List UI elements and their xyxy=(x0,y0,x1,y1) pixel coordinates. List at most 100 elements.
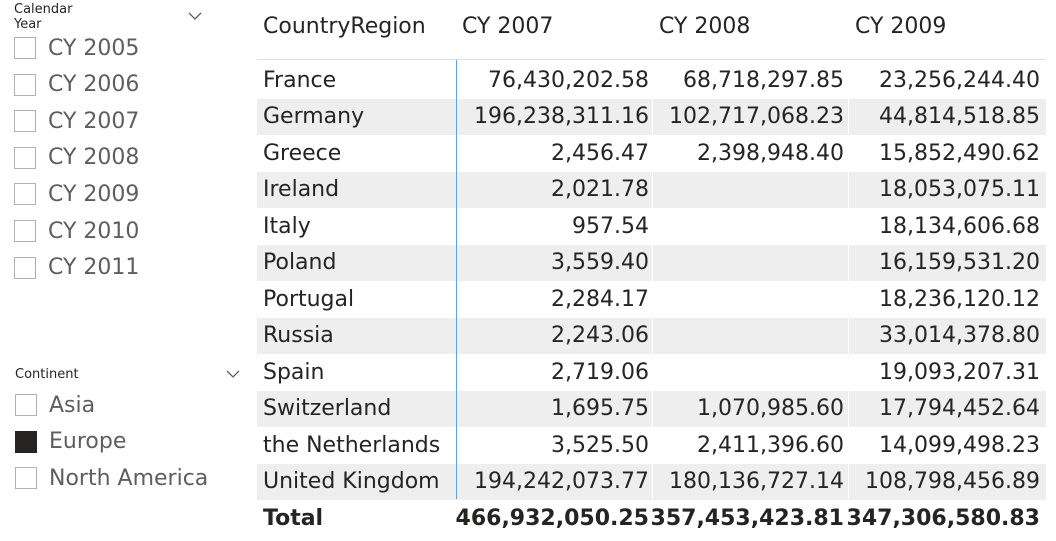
table-row: United Kingdom 194,242,073.77 180,136,727.… xyxy=(257,463,1046,500)
cell-cy2009: 18,236,120.12 xyxy=(879,286,1040,312)
row-header-country[interactable]: Greece xyxy=(263,140,342,166)
year-item[interactable]: CY 2007 xyxy=(14,106,139,136)
cell-cy2008 xyxy=(651,354,844,390)
year-item-label: CY 2009 xyxy=(48,181,140,207)
cell-cy2007: 2,284.17 xyxy=(551,286,649,312)
table-row: Greece 2,456.47 2,398,948.40 15,852,490.62 xyxy=(257,135,1046,171)
row-header-country[interactable]: Italy xyxy=(263,213,311,239)
cell-cy2007: 2,021.78 xyxy=(551,177,649,202)
cell-cy2008 xyxy=(651,281,844,317)
cell-cy2009: 18,053,075.11 xyxy=(879,177,1040,202)
column-header-cy2009[interactable]: CY 2009 xyxy=(855,13,947,39)
column-divider xyxy=(652,60,653,499)
cell-cy2009: 15,852,490.62 xyxy=(879,140,1040,166)
row-header-country[interactable]: the Netherlands xyxy=(263,432,441,458)
cell-cy2009: 108,798,456.89 xyxy=(865,469,1040,494)
cell-cy2008: 2,411,396.60 xyxy=(697,432,844,458)
continent-item-label: Europe xyxy=(49,429,127,455)
total-row: Total 466,932,050.25 357,453,423.81 347,… xyxy=(257,500,1046,536)
column-header-country[interactable]: CountryRegion xyxy=(263,13,426,39)
cell-cy2007: 2,456.47 xyxy=(551,140,649,166)
year-item-label: CY 2011 xyxy=(48,255,140,281)
year-item[interactable]: CY 2008 xyxy=(14,143,139,173)
chevron-down-icon[interactable] xyxy=(225,366,241,382)
table-row: Portugal 2,284.17 18,236,120.12 xyxy=(257,281,1046,317)
table-row: Switzerland 1,695.75 1,070,985.60 17,794,45… xyxy=(257,390,1046,427)
cell-cy2009: 23,256,244.40 xyxy=(879,67,1040,93)
checkbox-checked[interactable] xyxy=(15,430,37,453)
column-header-cy2008[interactable]: CY 2008 xyxy=(659,13,751,39)
cell-cy2009: 19,093,207.31 xyxy=(879,359,1040,385)
cell-cy2009: 44,814,518.85 xyxy=(879,104,1040,129)
table-row: the Netherlands 3,525.50 2,411,396.60 14,09… xyxy=(257,427,1046,463)
cell-cy2008 xyxy=(651,245,844,281)
row-header-country[interactable]: Portugal xyxy=(263,286,355,312)
cell-cy2008: 180,136,727.14 xyxy=(669,469,844,494)
column-header-cy2007[interactable]: CY 2007 xyxy=(462,13,554,39)
row-header-country[interactable]: Ireland xyxy=(263,177,340,202)
table-row: Germany 196,238,311.16 102,717,068.23 44,81… xyxy=(257,98,1046,135)
table-row: Russia 2,243.06 33,014,378.80 xyxy=(257,317,1046,354)
year-item[interactable]: CY 2006 xyxy=(14,70,139,100)
checkbox[interactable] xyxy=(14,37,36,59)
table-row: France 76,430,202.58 68,718,297.85 23,256,2… xyxy=(257,62,1046,98)
row-header-country[interactable]: United Kingdom xyxy=(263,469,440,494)
cell-cy2009: 14,099,498.23 xyxy=(879,432,1040,458)
cell-cy2008: 1,070,985.60 xyxy=(697,396,844,421)
cell-cy2007: 2,243.06 xyxy=(551,323,649,348)
total-label: Total xyxy=(263,505,324,531)
year-item[interactable]: CY 2009 xyxy=(14,179,139,209)
row-header-country[interactable]: Germany xyxy=(263,104,365,129)
table-row: Ireland 2,021.78 18,053,075.11 xyxy=(257,171,1046,208)
cell-cy2008: 68,718,297.85 xyxy=(683,67,844,93)
cell-cy2007: 1,695.75 xyxy=(551,396,649,421)
checkbox[interactable] xyxy=(14,110,36,133)
row-header-country[interactable]: Russia xyxy=(263,323,334,348)
cell-cy2009: 33,014,378.80 xyxy=(879,323,1040,348)
sales-matrix: CountryRegion CY 2007 CY 2008 CY 2009 Fr… xyxy=(257,0,1046,541)
cell-cy2008 xyxy=(651,172,844,208)
checkbox[interactable] xyxy=(15,394,37,416)
total-cy2009: 347,306,580.83 xyxy=(846,505,1040,531)
continent-item[interactable]: North America xyxy=(15,463,208,493)
cell-cy2007: 76,430,202.58 xyxy=(488,67,649,93)
checkbox[interactable] xyxy=(14,220,36,242)
cell-cy2007: 3,559.40 xyxy=(551,250,649,275)
year-item-label: CY 2005 xyxy=(48,35,140,61)
row-header-country[interactable]: Spain xyxy=(263,359,325,385)
continent-slicer-title: Continent xyxy=(15,366,79,382)
year-item[interactable]: CY 2011 xyxy=(14,253,139,283)
checkbox[interactable] xyxy=(14,183,36,206)
cell-cy2009: 17,794,452.64 xyxy=(879,396,1040,421)
cell-cy2009: 16,159,531.20 xyxy=(879,250,1040,275)
cell-cy2008: 2,398,948.40 xyxy=(697,140,844,166)
year-item-label: CY 2007 xyxy=(48,108,140,134)
row-header-country[interactable]: France xyxy=(263,67,337,93)
checkbox[interactable] xyxy=(14,73,36,96)
year-item-label: CY 2008 xyxy=(48,145,140,171)
row-header-divider xyxy=(456,60,457,499)
cell-cy2007: 3,525.50 xyxy=(551,432,649,458)
checkbox[interactable] xyxy=(14,256,36,279)
row-header-country[interactable]: Poland xyxy=(263,250,337,275)
continent-item[interactable]: Europe xyxy=(15,427,126,457)
year-item-label: CY 2010 xyxy=(48,218,140,244)
year-item[interactable]: CY 2010 xyxy=(14,216,139,246)
continent-item-label: Asia xyxy=(49,392,96,418)
row-header-country[interactable]: Switzerland xyxy=(263,396,392,421)
year-item-label: CY 2006 xyxy=(48,72,140,98)
total-cy2008: 357,453,423.81 xyxy=(650,505,844,531)
table-row: Poland 3,559.40 16,159,531.20 xyxy=(257,244,1046,281)
table-row: Italy 957.54 18,134,606.68 xyxy=(257,208,1046,244)
year-item[interactable]: CY 2005 xyxy=(14,33,139,63)
cell-cy2008: 102,717,068.23 xyxy=(669,104,844,129)
chevron-down-icon[interactable] xyxy=(187,8,203,24)
checkbox[interactable] xyxy=(14,146,36,169)
cell-cy2007: 2,719.06 xyxy=(551,359,649,385)
calendar-year-slicer-title: Calendar Year xyxy=(14,2,73,32)
cell-cy2007: 196,238,311.16 xyxy=(474,104,649,129)
continent-item[interactable]: Asia xyxy=(15,390,95,420)
cell-cy2008 xyxy=(651,208,844,244)
column-divider xyxy=(848,60,849,499)
checkbox[interactable] xyxy=(15,467,37,490)
